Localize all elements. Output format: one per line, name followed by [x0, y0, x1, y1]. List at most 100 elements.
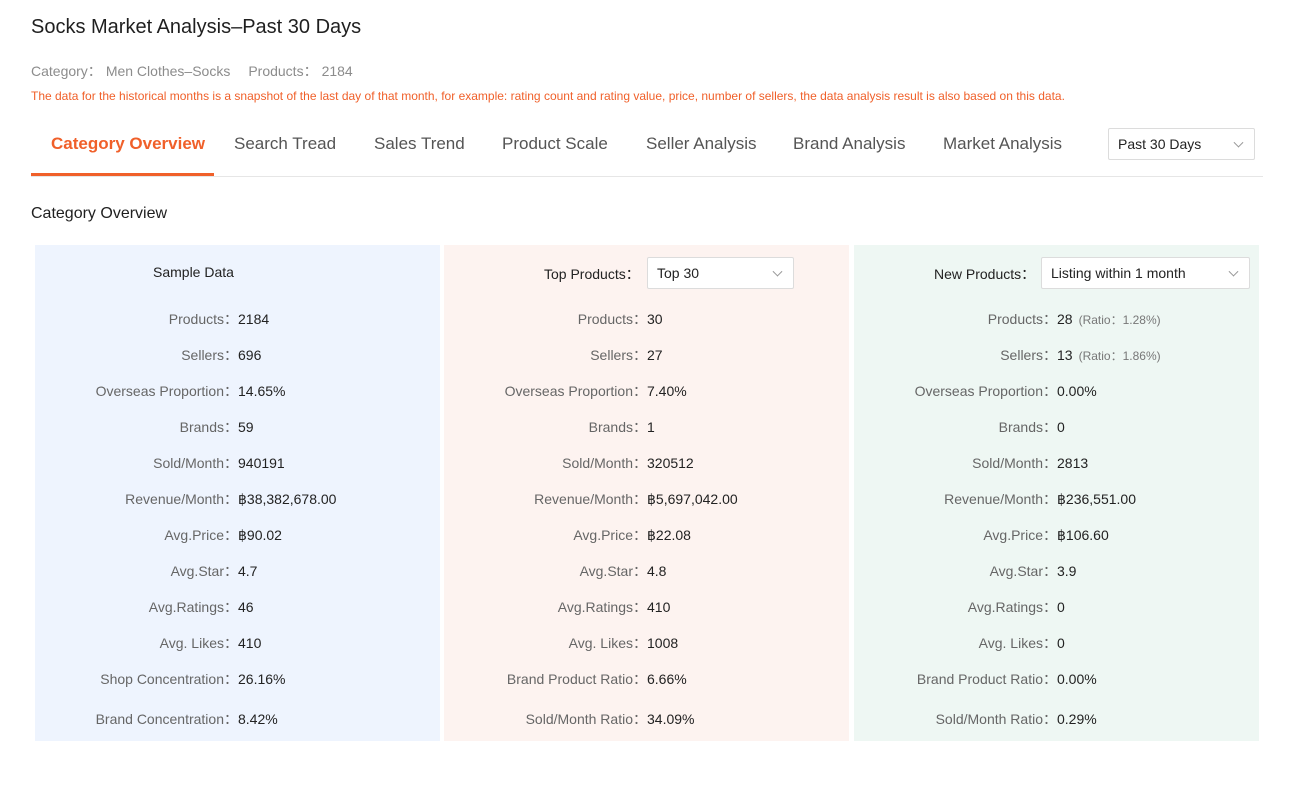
metric-value-text: 14.65% — [238, 383, 286, 399]
metric-value: ฿5,697,042.00 — [647, 489, 738, 509]
metric-value-text: 1 — [647, 419, 655, 435]
metric-row: Sellers： 27 — [444, 345, 849, 365]
metric-row: Avg. Likes： 1008 — [444, 633, 849, 653]
metric-label: Brands： — [998, 419, 1057, 435]
metric-label: Brand Concentration： — [95, 711, 238, 727]
metric-row: Overseas Proportion： 14.65% — [35, 381, 440, 401]
metric-value-text: ฿38,382,678.00 — [238, 491, 337, 507]
metric-value: ฿90.02 — [238, 525, 282, 545]
metric-label: Avg.Star： — [579, 563, 647, 579]
metric-label: Sold/Month： — [562, 455, 647, 471]
metric-value: 34.09% — [647, 709, 694, 729]
metric-row: Avg.Ratings： 0 — [854, 597, 1259, 617]
metric-row: Brands： 0 — [854, 417, 1259, 437]
metric-value: 0 — [1057, 417, 1065, 437]
metric-label: Sellers： — [1000, 347, 1057, 363]
metric-value: 46 — [238, 597, 254, 617]
metric-label: Brand Product Ratio： — [506, 671, 647, 687]
new-products-label: New Products： — [934, 266, 1036, 282]
top-products-select[interactable]: Top 30 — [647, 257, 794, 289]
top-products-select-value: Top 30 — [657, 265, 700, 281]
metric-value-text: ฿90.02 — [238, 527, 282, 543]
metric-label: Avg.Star： — [170, 563, 238, 579]
metric-row: Brand Product Ratio： 6.66% — [444, 669, 849, 689]
metric-label: Brands： — [588, 419, 647, 435]
metric-value-text: 696 — [238, 347, 262, 363]
metric-label: Shop Concentration： — [100, 671, 238, 687]
metric-value-text: 34.09% — [647, 711, 695, 727]
top-products-label: Top Products： — [544, 266, 640, 282]
metric-value-text: 320512 — [647, 455, 694, 471]
metric-label: Brands： — [179, 419, 238, 435]
chevron-down-icon — [1228, 266, 1239, 277]
tab-seller-analysis[interactable]: Seller Analysis — [646, 134, 757, 153]
metric-label: Sold/Month Ratio： — [525, 711, 647, 727]
metric-row: Shop Concentration： 26.16% — [35, 669, 440, 689]
products-value: 2184 — [321, 63, 353, 79]
metric-value-text: 13 — [1057, 347, 1073, 363]
sample-data-title: Sample Data — [153, 264, 234, 280]
tab-search-tread[interactable]: Search Tread — [234, 134, 337, 153]
metric-value-text: 27 — [647, 347, 663, 363]
section-title: Category Overview — [31, 205, 168, 222]
metric-label: Products： — [168, 311, 238, 327]
metric-value-text: 30 — [647, 311, 663, 327]
metric-row: Avg.Star： 4.7 — [35, 561, 440, 581]
metric-label: Avg.Star： — [989, 563, 1057, 579]
metric-value-text: 940191 — [238, 455, 285, 471]
tab-market-analysis[interactable]: Market Analysis — [943, 134, 1063, 153]
metric-value-text: 46 — [238, 599, 254, 615]
metric-row: Avg.Star： 4.8 — [444, 561, 849, 581]
metric-row: Avg.Ratings： 46 — [35, 597, 440, 617]
metric-value-text: 1008 — [647, 635, 679, 651]
page-title: Socks Market Analysis–Past 30 Days — [31, 16, 362, 38]
sample-data-panel: Products： 2184 Sellers： 696 Overseas Proport… — [35, 245, 440, 741]
metric-row: Avg.Price： ฿106.60 — [854, 525, 1259, 545]
metric-label: Avg. Likes： — [568, 635, 647, 651]
chevron-down-icon — [772, 266, 783, 277]
metric-value-text: 6.66% — [647, 671, 687, 687]
metric-row: Avg. Likes： 410 — [35, 633, 440, 653]
metric-label: Avg.Ratings： — [967, 599, 1057, 615]
metric-label: Overseas Proportion： — [914, 383, 1057, 399]
meta-info: Category： Men Clothes–Socks Products： 2184 — [31, 61, 357, 81]
tab-product-scale[interactable]: Product Scale — [502, 134, 608, 153]
metric-label: Products： — [987, 311, 1057, 327]
metric-row: Avg.Price： ฿22.08 — [444, 525, 849, 545]
new-products-select-value: Listing within 1 month — [1051, 265, 1186, 281]
metric-row: Brand Product Ratio： 0.00% — [854, 669, 1259, 689]
metric-row: Revenue/Month： ฿5,697,042.00 — [444, 489, 849, 509]
metric-label: Overseas Proportion： — [95, 383, 238, 399]
metric-row: Overseas Proportion： 7.40% — [444, 381, 849, 401]
metric-row: Overseas Proportion： 0.00% — [854, 381, 1259, 401]
metric-value: 696 — [238, 345, 261, 365]
metric-value: 2184 — [238, 309, 269, 329]
products-label: Products： — [248, 63, 318, 79]
metric-value-text: ฿22.08 — [647, 527, 691, 543]
tab-brand-analysis[interactable]: Brand Analysis — [793, 134, 906, 153]
active-tab-indicator — [31, 173, 214, 176]
metric-row: Brands： 59 — [35, 417, 440, 437]
metric-ratio: (Ratio：1.28%) — [1078, 313, 1161, 327]
metric-value-text: 28 — [1057, 311, 1073, 327]
tab-bar: Category Overview Search Tread Sales Tre… — [31, 122, 1263, 177]
metric-row: Avg. Likes： 0 — [854, 633, 1259, 653]
metric-label: Avg.Price： — [983, 527, 1057, 543]
period-select[interactable]: Past 30 Days — [1108, 128, 1255, 160]
tab-category-overview[interactable]: Category Overview — [51, 134, 206, 153]
metric-value-text: 59 — [238, 419, 254, 435]
metric-value: 13 (Ratio：1.86%) — [1057, 345, 1161, 366]
tab-sales-trend[interactable]: Sales Trend — [374, 134, 465, 153]
metric-value: 940191 — [238, 453, 285, 473]
metric-row: Sold/Month： 2813 — [854, 453, 1259, 473]
metric-value-text: 4.7 — [238, 563, 258, 579]
new-products-select[interactable]: Listing within 1 month — [1041, 257, 1250, 289]
metric-value: 4.8 — [647, 561, 666, 581]
metric-label: Avg.Price： — [573, 527, 647, 543]
metric-value: 2813 — [1057, 453, 1088, 473]
metric-label: Avg. Likes： — [978, 635, 1057, 651]
metric-row: Sold/Month： 320512 — [444, 453, 849, 473]
metric-value-text: 410 — [238, 635, 262, 651]
metric-row: Sellers： 696 — [35, 345, 440, 365]
metric-value: 4.7 — [238, 561, 257, 581]
